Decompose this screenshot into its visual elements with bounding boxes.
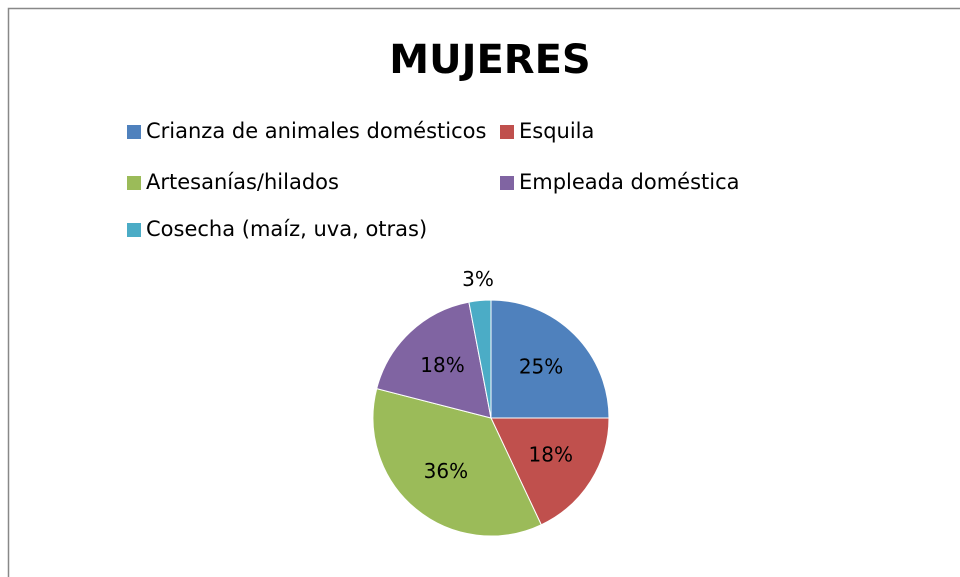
data-label: 3% [462, 267, 494, 291]
pie-slice [372, 388, 542, 537]
legend-swatch [500, 125, 514, 139]
legend-swatch [127, 223, 141, 237]
pie-slice [490, 299, 610, 419]
legend-label: Artesanías/hilados [146, 170, 339, 194]
legend-swatch [127, 176, 141, 190]
legend-label: Crianza de animales domésticos [146, 119, 486, 143]
data-label: 36% [424, 459, 468, 483]
pie-slice [490, 417, 610, 526]
data-label: 18% [420, 353, 464, 377]
chart-title: MUJERES [389, 37, 590, 83]
pie-slice [468, 299, 492, 419]
data-label: 18% [529, 442, 573, 466]
legend-swatch [500, 176, 514, 190]
legend-label: Empleada doméstica [519, 170, 740, 194]
legend-label: Esquila [519, 119, 594, 143]
data-label: 25% [519, 354, 563, 378]
legend-label: Cosecha (maíz, uva, otras) [146, 217, 427, 241]
legend-swatch [127, 125, 141, 139]
pie-slice [376, 301, 492, 419]
